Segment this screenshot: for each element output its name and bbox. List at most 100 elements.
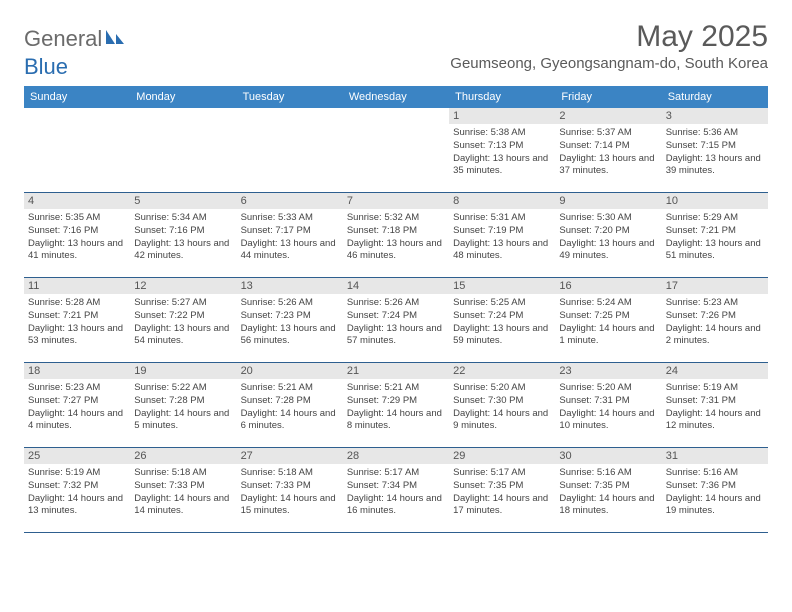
month-title: May 2025 [450, 20, 768, 54]
day-header-wednesday: Wednesday [343, 86, 449, 108]
calendar-grid: SundayMondayTuesdayWednesdayThursdayFrid… [24, 86, 768, 533]
day-number: 10 [662, 193, 768, 209]
day-header-saturday: Saturday [662, 86, 768, 108]
daylight-line: Daylight: 14 hours and 10 minutes. [559, 408, 657, 434]
day-cell: 27Sunrise: 5:18 AMSunset: 7:33 PMDayligh… [237, 448, 343, 532]
daylight-line: Daylight: 13 hours and 53 minutes. [28, 323, 126, 349]
day-cell: 31Sunrise: 5:16 AMSunset: 7:36 PMDayligh… [662, 448, 768, 532]
sunset-line: Sunset: 7:24 PM [453, 310, 551, 323]
daylight-line: Daylight: 13 hours and 35 minutes. [453, 153, 551, 179]
sunrise-line: Sunrise: 5:23 AM [666, 297, 764, 310]
daylight-line: Daylight: 14 hours and 15 minutes. [241, 493, 339, 519]
day-number: 8 [449, 193, 555, 209]
sunrise-line: Sunrise: 5:21 AM [241, 382, 339, 395]
day-number: 7 [343, 193, 449, 209]
day-cell: 6Sunrise: 5:33 AMSunset: 7:17 PMDaylight… [237, 193, 343, 277]
day-number: 25 [24, 448, 130, 464]
day-number: 17 [662, 278, 768, 294]
daylight-line: Daylight: 14 hours and 13 minutes. [28, 493, 126, 519]
sunrise-line: Sunrise: 5:38 AM [453, 127, 551, 140]
day-cell: 4Sunrise: 5:35 AMSunset: 7:16 PMDaylight… [24, 193, 130, 277]
daylight-line: Daylight: 13 hours and 46 minutes. [347, 238, 445, 264]
logo: General [24, 26, 126, 52]
daylight-line: Daylight: 14 hours and 2 minutes. [666, 323, 764, 349]
day-number: 4 [24, 193, 130, 209]
daylight-line: Daylight: 13 hours and 37 minutes. [559, 153, 657, 179]
daylight-line: Daylight: 13 hours and 57 minutes. [347, 323, 445, 349]
daylight-line: Daylight: 14 hours and 6 minutes. [241, 408, 339, 434]
sunset-line: Sunset: 7:31 PM [559, 395, 657, 408]
daylight-line: Daylight: 13 hours and 39 minutes. [666, 153, 764, 179]
week-row: 18Sunrise: 5:23 AMSunset: 7:27 PMDayligh… [24, 363, 768, 448]
day-number: 20 [237, 363, 343, 379]
day-cell: 7Sunrise: 5:32 AMSunset: 7:18 PMDaylight… [343, 193, 449, 277]
sunset-line: Sunset: 7:36 PM [666, 480, 764, 493]
sunset-line: Sunset: 7:14 PM [559, 140, 657, 153]
day-cell: 22Sunrise: 5:20 AMSunset: 7:30 PMDayligh… [449, 363, 555, 447]
day-number: 29 [449, 448, 555, 464]
title-block: May 2025 Geumseong, Gyeongsangnam-do, So… [450, 20, 768, 72]
sunset-line: Sunset: 7:33 PM [134, 480, 232, 493]
day-cell: 29Sunrise: 5:17 AMSunset: 7:35 PMDayligh… [449, 448, 555, 532]
day-number: 11 [24, 278, 130, 294]
day-number [24, 108, 130, 124]
day-number: 26 [130, 448, 236, 464]
day-number: 14 [343, 278, 449, 294]
day-number: 23 [555, 363, 661, 379]
sunrise-line: Sunrise: 5:18 AM [241, 467, 339, 480]
sunrise-line: Sunrise: 5:31 AM [453, 212, 551, 225]
sunrise-line: Sunrise: 5:24 AM [559, 297, 657, 310]
day-number: 27 [237, 448, 343, 464]
sunrise-line: Sunrise: 5:28 AM [28, 297, 126, 310]
sunrise-line: Sunrise: 5:26 AM [241, 297, 339, 310]
day-cell: 16Sunrise: 5:24 AMSunset: 7:25 PMDayligh… [555, 278, 661, 362]
sunrise-line: Sunrise: 5:19 AM [666, 382, 764, 395]
sunset-line: Sunset: 7:30 PM [453, 395, 551, 408]
sunset-line: Sunset: 7:16 PM [134, 225, 232, 238]
day-header-sunday: Sunday [24, 86, 130, 108]
daylight-line: Daylight: 14 hours and 9 minutes. [453, 408, 551, 434]
week-row: 11Sunrise: 5:28 AMSunset: 7:21 PMDayligh… [24, 278, 768, 363]
day-cell: 15Sunrise: 5:25 AMSunset: 7:24 PMDayligh… [449, 278, 555, 362]
day-cell: 19Sunrise: 5:22 AMSunset: 7:28 PMDayligh… [130, 363, 236, 447]
day-number: 30 [555, 448, 661, 464]
sunset-line: Sunset: 7:15 PM [666, 140, 764, 153]
day-header-row: SundayMondayTuesdayWednesdayThursdayFrid… [24, 86, 768, 108]
sunrise-line: Sunrise: 5:30 AM [559, 212, 657, 225]
sunset-line: Sunset: 7:16 PM [28, 225, 126, 238]
sunset-line: Sunset: 7:32 PM [28, 480, 126, 493]
sunrise-line: Sunrise: 5:33 AM [241, 212, 339, 225]
day-number: 2 [555, 108, 661, 124]
daylight-line: Daylight: 14 hours and 17 minutes. [453, 493, 551, 519]
sunset-line: Sunset: 7:24 PM [347, 310, 445, 323]
weeks-container: 1Sunrise: 5:38 AMSunset: 7:13 PMDaylight… [24, 108, 768, 533]
sunset-line: Sunset: 7:27 PM [28, 395, 126, 408]
logo-sail-icon [104, 28, 126, 51]
sunset-line: Sunset: 7:29 PM [347, 395, 445, 408]
day-number: 5 [130, 193, 236, 209]
empty-cell [343, 108, 449, 192]
day-cell: 1Sunrise: 5:38 AMSunset: 7:13 PMDaylight… [449, 108, 555, 192]
day-number: 12 [130, 278, 236, 294]
sunrise-line: Sunrise: 5:16 AM [666, 467, 764, 480]
sunset-line: Sunset: 7:17 PM [241, 225, 339, 238]
day-cell: 5Sunrise: 5:34 AMSunset: 7:16 PMDaylight… [130, 193, 236, 277]
sunrise-line: Sunrise: 5:23 AM [28, 382, 126, 395]
sunrise-line: Sunrise: 5:19 AM [28, 467, 126, 480]
sunrise-line: Sunrise: 5:36 AM [666, 127, 764, 140]
day-cell: 13Sunrise: 5:26 AMSunset: 7:23 PMDayligh… [237, 278, 343, 362]
day-number: 15 [449, 278, 555, 294]
day-cell: 9Sunrise: 5:30 AMSunset: 7:20 PMDaylight… [555, 193, 661, 277]
daylight-line: Daylight: 13 hours and 41 minutes. [28, 238, 126, 264]
daylight-line: Daylight: 14 hours and 4 minutes. [28, 408, 126, 434]
day-header-monday: Monday [130, 86, 236, 108]
week-row: 1Sunrise: 5:38 AMSunset: 7:13 PMDaylight… [24, 108, 768, 193]
day-cell: 2Sunrise: 5:37 AMSunset: 7:14 PMDaylight… [555, 108, 661, 192]
day-number: 22 [449, 363, 555, 379]
daylight-line: Daylight: 14 hours and 5 minutes. [134, 408, 232, 434]
day-number [237, 108, 343, 124]
sunset-line: Sunset: 7:35 PM [453, 480, 551, 493]
sunset-line: Sunset: 7:20 PM [559, 225, 657, 238]
sunrise-line: Sunrise: 5:22 AM [134, 382, 232, 395]
location-text: Geumseong, Gyeongsangnam-do, South Korea [450, 55, 768, 72]
